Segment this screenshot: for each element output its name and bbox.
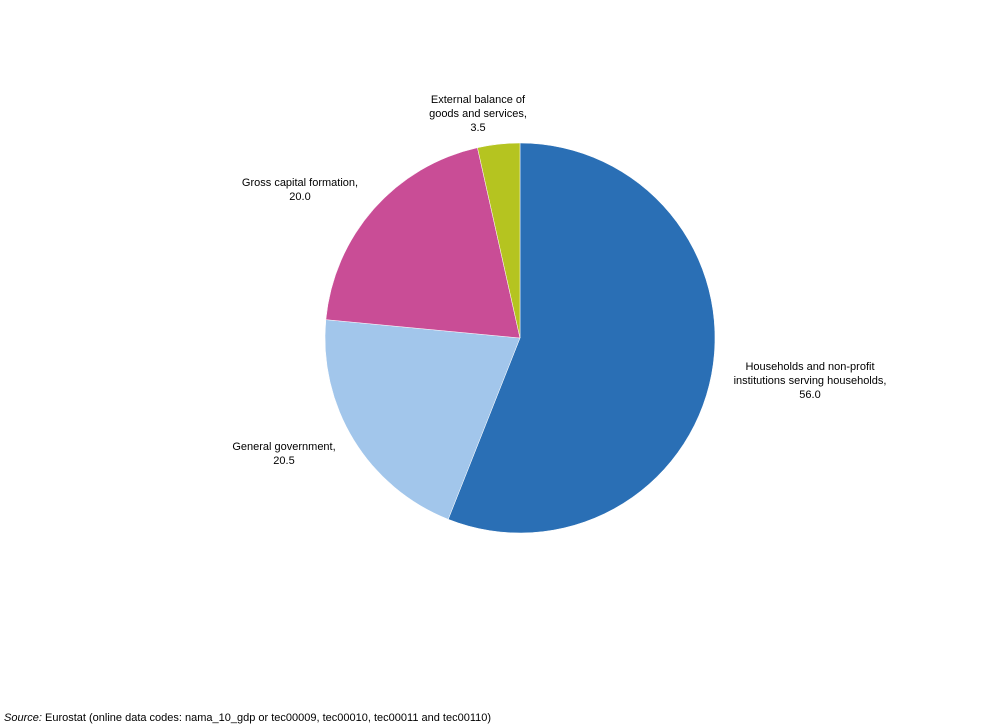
slice-label-line: External balance of	[431, 94, 526, 106]
slice-label-line: Gross capital formation,	[242, 177, 358, 189]
slice-label-0: Households and non-profit institutions se…	[734, 361, 887, 401]
pie-slice-2	[325, 147, 521, 339]
slice-label-line: goods and services,	[429, 108, 527, 120]
slice-label-3: External balance of goods and services, 3.…	[429, 94, 527, 134]
slice-label-line: 20.0	[289, 191, 310, 203]
source-text: Eurostat (online data codes: nama_10_gdp…	[44, 712, 492, 724]
pie-slice-0	[447, 142, 716, 534]
source-note: Source: Eurostat (online data codes: nam…	[4, 712, 491, 725]
slice-label-line: 56.0	[799, 389, 820, 401]
slice-label-line: General government,	[232, 441, 335, 453]
slice-label-line: 20.5	[273, 455, 294, 467]
slice-label-2: Gross capital formation, 20.0	[242, 177, 358, 203]
slice-label-line: institutions serving households,	[734, 375, 887, 387]
source-prefix: Source:	[4, 712, 42, 724]
pie-slice-3	[477, 142, 521, 339]
pie-slice-1	[324, 319, 521, 520]
slice-label-1: General government, 20.5	[232, 441, 335, 467]
slice-label-line: Households and non-profit	[745, 361, 874, 373]
slice-label-line: 3.5	[470, 122, 485, 134]
